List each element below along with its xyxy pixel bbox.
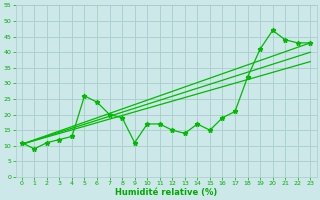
X-axis label: Humidité relative (%): Humidité relative (%) [115, 188, 217, 197]
